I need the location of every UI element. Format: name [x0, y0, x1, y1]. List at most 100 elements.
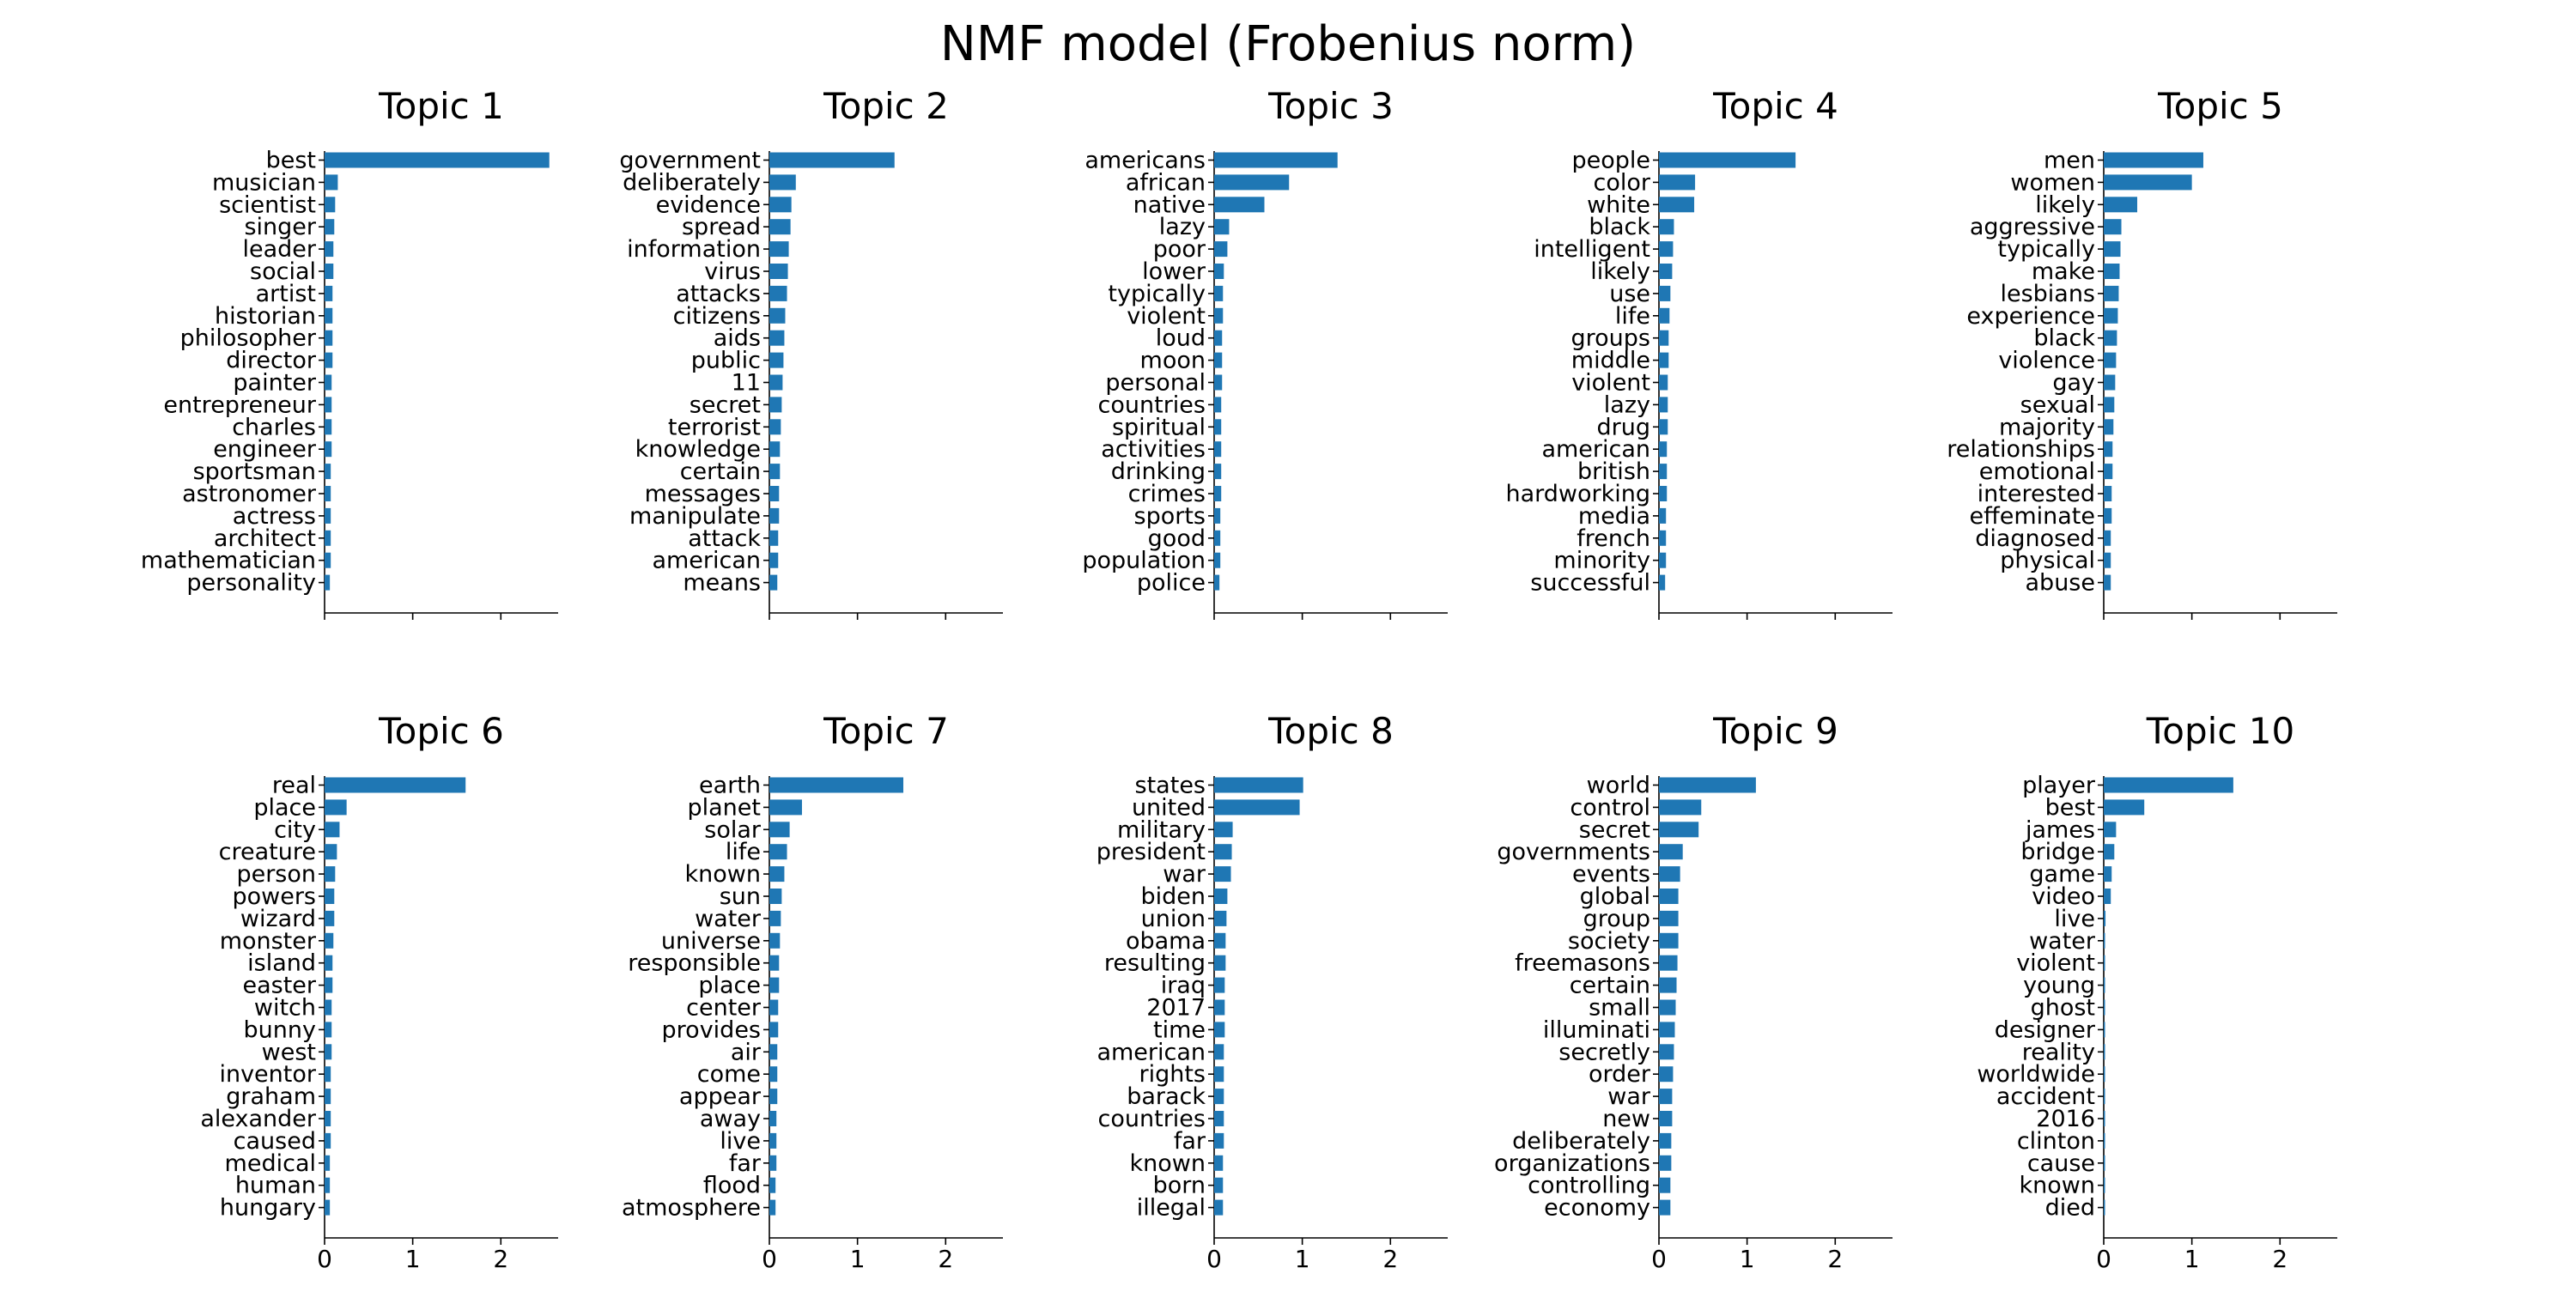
bar	[1214, 486, 1222, 501]
bar	[1659, 441, 1668, 458]
category-label: president	[1097, 839, 1206, 865]
category-label: white	[1587, 191, 1650, 218]
bar	[769, 486, 780, 501]
category-label: come	[697, 1061, 761, 1088]
category-label: attack	[688, 525, 761, 552]
bar	[2104, 1155, 2105, 1171]
bar	[1214, 464, 1222, 480]
bar	[1659, 352, 1669, 368]
category-label: emotional	[1979, 458, 2095, 485]
panel-title: Topic 7	[823, 710, 949, 752]
bar	[1214, 777, 1303, 793]
category-label: sportsman	[193, 458, 316, 485]
category-label: crimes	[1128, 481, 1206, 507]
category-label: flood	[703, 1173, 761, 1199]
category-label: united	[1132, 794, 1206, 821]
category-label: designer	[1995, 1016, 2096, 1043]
x-tick-label: 1	[1740, 1245, 1755, 1273]
category-label: clinton	[2017, 1128, 2095, 1155]
bar	[2104, 1089, 2105, 1105]
category-label: young	[2023, 973, 2095, 999]
category-label: life	[1615, 303, 1650, 330]
x-tick-label: 1	[2184, 1245, 2200, 1273]
bar	[325, 507, 331, 524]
x-tick-label: 2	[493, 1245, 508, 1273]
bar	[2104, 866, 2112, 883]
bar	[1659, 799, 1702, 816]
category-label: color	[1594, 169, 1651, 196]
bar	[1214, 152, 1338, 168]
bar	[325, 866, 336, 883]
bar	[325, 241, 334, 258]
category-label: place	[253, 794, 316, 821]
bar	[1659, 219, 1674, 235]
bar	[1659, 285, 1671, 301]
category-label: universe	[661, 928, 761, 955]
category-label: native	[1133, 191, 1206, 218]
bar	[1214, 1155, 1224, 1171]
category-label: reality	[2022, 1039, 2095, 1065]
x-tick-label: 0	[2096, 1245, 2111, 1273]
bar	[769, 1089, 778, 1105]
x-tick-label: 1	[1295, 1245, 1310, 1273]
bar	[2104, 241, 2121, 258]
category-label: people	[1571, 148, 1650, 174]
bar	[769, 241, 789, 258]
category-label: illuminati	[1543, 1016, 1650, 1043]
category-label: spread	[682, 214, 761, 240]
category-label: resulting	[1104, 950, 1206, 977]
category-label: wizard	[240, 906, 316, 932]
bar	[1659, 977, 1677, 993]
category-label: 2017	[1146, 995, 1206, 1022]
bar	[1214, 977, 1225, 993]
bar	[1659, 507, 1667, 524]
category-label: actress	[233, 503, 316, 530]
bar	[2104, 419, 2114, 435]
category-label: barack	[1127, 1083, 1206, 1110]
bar	[769, 1066, 778, 1083]
category-label: monster	[220, 928, 317, 955]
bar	[2104, 910, 2106, 926]
bar	[1659, 530, 1667, 546]
category-label: video	[2032, 883, 2095, 910]
bar	[325, 822, 340, 838]
bar	[1214, 219, 1230, 235]
category-label: musician	[212, 169, 316, 196]
bar	[1659, 1044, 1674, 1060]
bar	[769, 1044, 778, 1060]
x-tick-label: 2	[1382, 1245, 1398, 1273]
category-label: countries	[1098, 391, 1206, 418]
category-label: engineer	[213, 436, 317, 463]
bar	[1659, 330, 1669, 346]
category-label: aids	[714, 325, 761, 352]
topic-panel: Topic 90 1 2worldcontrolsecretgovernmentse…	[1494, 710, 1893, 1273]
category-label: war	[1607, 1083, 1651, 1110]
category-label: astronomer	[182, 481, 317, 507]
x-tick-label: 0	[762, 1245, 777, 1273]
category-label: provides	[662, 1016, 761, 1043]
category-label: far	[729, 1150, 762, 1177]
bar	[1659, 574, 1666, 591]
category-label: water	[2029, 928, 2096, 955]
bar	[1659, 152, 1796, 168]
bar	[1659, 241, 1674, 258]
bar	[1214, 932, 1226, 949]
category-label: groups	[1571, 325, 1650, 352]
category-label: deliberately	[1512, 1128, 1650, 1155]
bar	[1659, 1132, 1672, 1149]
bar	[1659, 777, 1756, 793]
category-label: citizens	[673, 303, 761, 330]
category-label: world	[1587, 773, 1650, 799]
bar	[1214, 264, 1224, 279]
category-label: place	[698, 973, 761, 999]
bar	[1659, 552, 1667, 568]
bar	[2104, 530, 2111, 546]
category-label: activities	[1101, 436, 1206, 463]
bar	[325, 574, 331, 591]
bar	[769, 1022, 779, 1038]
bar	[325, 464, 331, 480]
bar	[1214, 1044, 1224, 1060]
bar	[1214, 889, 1228, 904]
category-label: organizations	[1494, 1150, 1650, 1177]
